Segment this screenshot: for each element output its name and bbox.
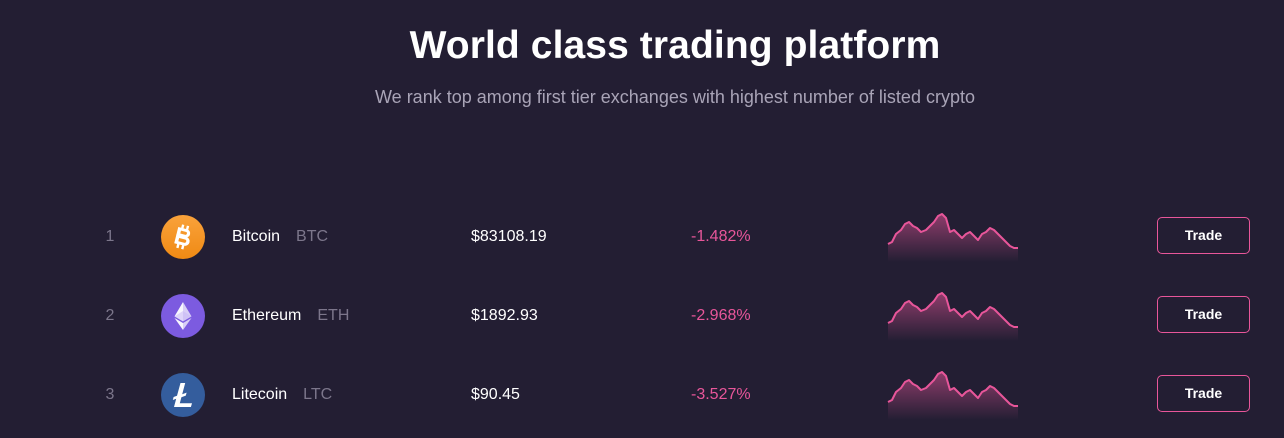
- coin-price: $1892.93: [471, 307, 538, 324]
- coin-symbol: BTC: [296, 228, 329, 245]
- market-rank: 2: [105, 307, 115, 324]
- trade-button[interactable]: Trade: [1157, 217, 1250, 254]
- litecoin-icon: [161, 373, 205, 417]
- market-rank: 1: [105, 228, 115, 245]
- section-title: World class trading platform: [409, 24, 941, 67]
- coin-symbol: LTC: [303, 386, 333, 403]
- sparkline-chart: [887, 371, 1018, 420]
- coin-price: $90.45: [471, 386, 520, 403]
- sparkline-chart: [887, 292, 1018, 341]
- coin-name-label: Litecoin: [232, 386, 288, 403]
- sparkline-chart: [887, 213, 1018, 262]
- coin-name: Litecoin LTC: [232, 370, 332, 420]
- coin-name-label: Bitcoin: [232, 228, 281, 245]
- trade-button[interactable]: Trade: [1157, 296, 1250, 333]
- market-rank: 3: [105, 386, 115, 403]
- trade-button[interactable]: Trade: [1157, 375, 1250, 412]
- coin-symbol: ETH: [317, 307, 350, 324]
- coin-change: -2.968%: [691, 307, 751, 324]
- section-subtitle: We rank top among first tier exchanges w…: [375, 87, 975, 107]
- market-row-litecoin: 3 Litecoin LTC $90.45 -3.527% Trade: [0, 370, 1284, 420]
- coin-name: Ethereum ETH: [232, 291, 349, 341]
- coin-change: -3.527%: [691, 386, 751, 403]
- bitcoin-icon: [161, 215, 205, 259]
- ethereum-icon: [161, 294, 205, 338]
- market-row-ethereum: 2 Ethereum ETH $1892.93 -2.968%: [0, 291, 1284, 341]
- coin-name-label: Ethereum: [232, 307, 302, 324]
- coin-price: $83108.19: [471, 228, 547, 245]
- coin-change: -1.482%: [691, 228, 751, 245]
- market-row-bitcoin: 1 Bitc: [0, 212, 1284, 262]
- coin-name: Bitcoin BTC: [232, 212, 328, 262]
